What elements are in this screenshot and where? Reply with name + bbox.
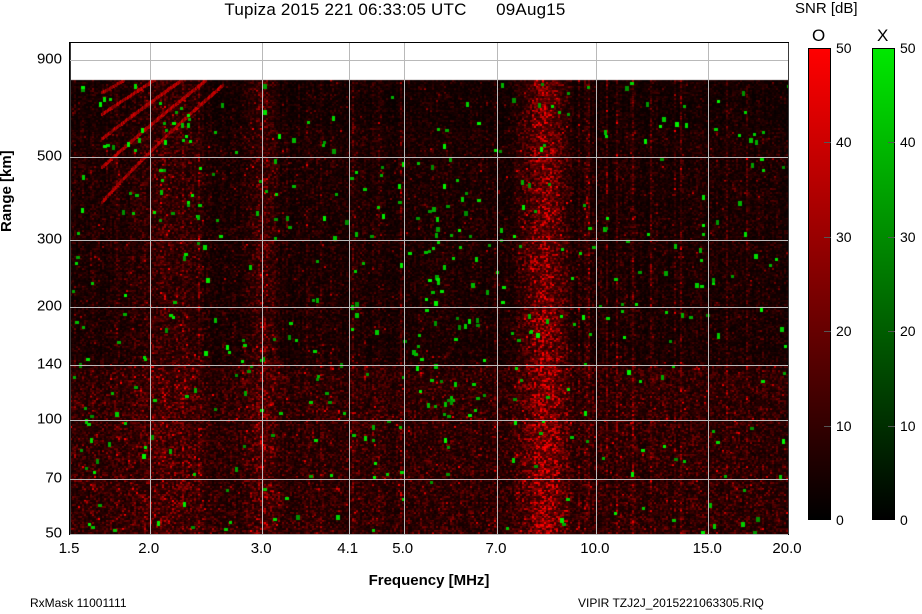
- gridline-vertical: [708, 43, 709, 534]
- colorbar-tick-mark: [824, 426, 831, 427]
- y-tick-label: 300: [36, 230, 62, 248]
- gridline-horizontal: [70, 365, 788, 366]
- y-axis-label: Range [km]: [0, 150, 15, 232]
- colorbar-tick-label: 0: [836, 512, 844, 528]
- y-tick-label: 140: [36, 355, 62, 373]
- colorbar-title: SNR [dB]: [795, 0, 858, 17]
- y-tick-label: 50: [45, 524, 62, 542]
- gridline-horizontal: [70, 240, 788, 241]
- colorbar-tick-label: 40: [836, 134, 852, 151]
- x-tick-label: 2.0: [138, 540, 160, 557]
- gridline-vertical: [349, 43, 350, 534]
- colorbar-tick-mark: [824, 142, 831, 143]
- y-tick-label: 70: [45, 469, 62, 487]
- colorbar-tick-mark: [888, 331, 895, 332]
- colorbar-x-gradient: [872, 48, 895, 520]
- gridline-horizontal: [70, 479, 788, 480]
- colorbar-tick-mark: [824, 237, 831, 238]
- ionogram-heatmap-canvas: [70, 43, 788, 534]
- colorbar-tick-label: 30: [900, 228, 916, 245]
- y-tick-label: 100: [36, 410, 62, 428]
- x-tick-label: 7.0: [485, 540, 507, 557]
- x-tick-label: 10.0: [580, 540, 610, 557]
- y-tick-label: 200: [36, 297, 62, 315]
- gridline-horizontal: [70, 534, 788, 535]
- colorbar-tick-label: 0: [900, 512, 908, 528]
- gridline-vertical: [788, 43, 789, 534]
- y-axis-ticks: 900 500 300 200 140 100 70 50: [0, 0, 62, 614]
- colorbar-tick-label: 10: [900, 417, 916, 434]
- colorbar-tick-label: 50: [836, 40, 852, 56]
- gridline-horizontal: [70, 60, 788, 61]
- colorbar-o-label: O: [812, 26, 826, 45]
- colorbar-tick-label: 20: [836, 323, 852, 340]
- colorbar-tick-label: 50: [900, 40, 916, 56]
- colorbar-tick-label: 20: [900, 323, 916, 340]
- colorbar-tick-mark: [888, 237, 895, 238]
- colorbar-tick-label: 40: [900, 134, 916, 151]
- page-title: Tupiza 2015 221 06:33:05 UTC 09Aug15: [224, 0, 566, 19]
- x-tick-label: 15.0: [692, 540, 722, 557]
- colorbar-tick-mark: [888, 142, 895, 143]
- gridline-vertical: [404, 43, 405, 534]
- gridline-vertical: [150, 43, 151, 534]
- gridline-horizontal: [70, 157, 788, 158]
- colorbar-tick-mark: [824, 331, 831, 332]
- colorbar-x-label: X: [877, 26, 889, 45]
- x-tick-label: 1.5: [58, 540, 80, 557]
- colorbar-tick-label: 30: [836, 228, 852, 245]
- x-tick-label: 4.1: [337, 540, 359, 557]
- source-file-label: VIPIR TZJ2J_2015221063305.RIQ: [578, 596, 764, 610]
- rxmask-status: RxMask 11001111: [30, 596, 127, 610]
- x-axis-label: Frequency [MHz]: [368, 572, 490, 589]
- x-tick-label: 3.0: [250, 540, 272, 557]
- gridline-vertical: [262, 43, 263, 534]
- x-tick-label: 5.0: [392, 540, 414, 557]
- y-tick-label: 900: [36, 50, 62, 68]
- gridline-horizontal: [70, 307, 788, 308]
- colorbar-o-gradient: [808, 48, 831, 520]
- gridline-vertical: [596, 43, 597, 534]
- colorbar-tick-label: 10: [836, 417, 852, 434]
- gridline-vertical: [497, 43, 498, 534]
- gridline-vertical: [70, 43, 71, 534]
- y-tick-label: 500: [36, 147, 62, 165]
- gridline-horizontal: [70, 420, 788, 421]
- ionogram-plot-area: [69, 42, 789, 535]
- colorbar-tick-mark: [888, 426, 895, 427]
- x-tick-label: 20.0: [772, 540, 802, 557]
